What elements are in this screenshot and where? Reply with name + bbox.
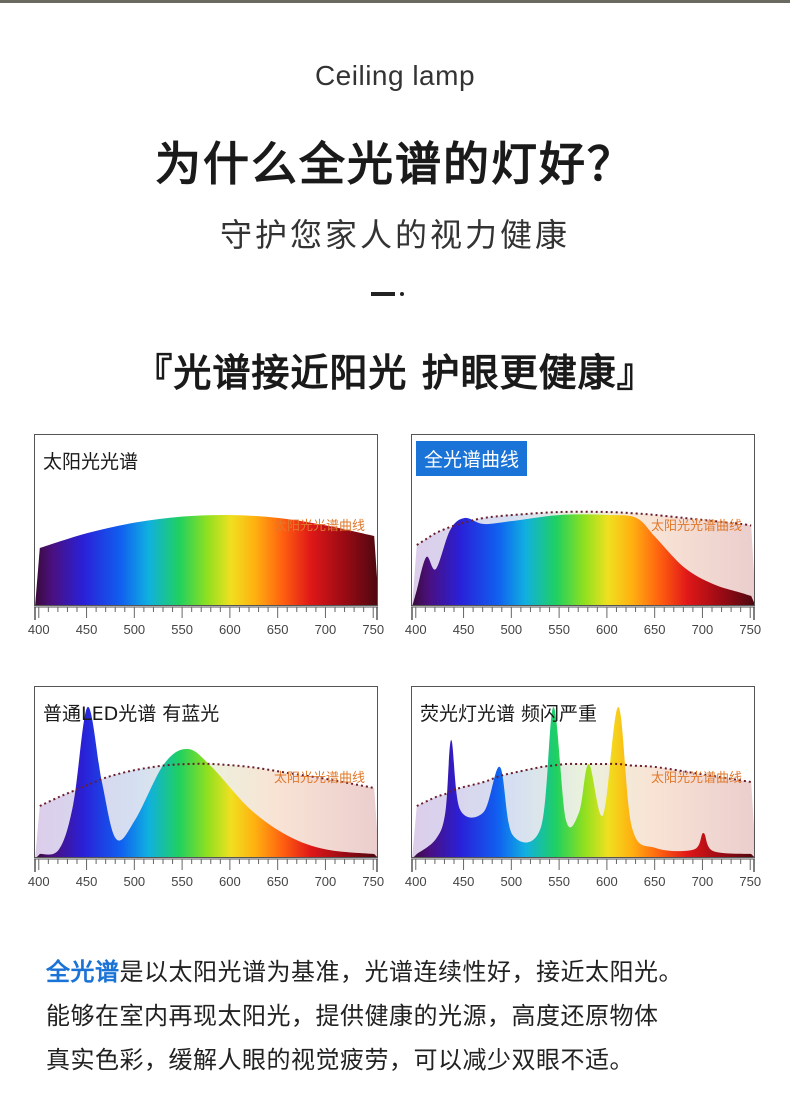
eyebrow-text: Ceiling lamp — [314, 60, 476, 91]
tick-label: 550 — [548, 622, 570, 637]
tick-label: 500 — [500, 874, 523, 889]
tick-label: 500 — [123, 622, 146, 637]
tick-label: 450 — [452, 622, 475, 637]
spectrum-panel-fluorescent: 荧光灯光谱 频闪严重 太阳光光谱曲线 — [411, 686, 755, 858]
description-line-3: 真实色彩，缓解人眼的视觉疲劳，可以减少双眼不适。 — [46, 1046, 634, 1074]
spectrum-area — [412, 514, 754, 605]
tick-label: 650 — [266, 874, 289, 889]
tick-label: 450 — [75, 874, 98, 889]
decorative-dash — [371, 292, 395, 296]
tick-label: 550 — [171, 622, 193, 637]
panel-title: 普通LED光谱 有蓝光 — [43, 703, 220, 725]
tick-label: 700 — [691, 874, 714, 889]
decorative-dot — [400, 292, 404, 296]
description-line-1-rest: 是以太阳光谱为基准，光谱连续性好，接近太阳光。 — [119, 958, 683, 986]
description-paragraph: 全光谱是以太阳光谱为基准，光谱连续性好，接近太阳光。 能够在室内再现太阳光，提供… — [46, 950, 766, 1082]
spectrum-area — [413, 706, 754, 857]
tick-label: 600 — [596, 622, 618, 637]
tick-label: 750 — [739, 874, 762, 889]
page-subtitle: 守护您家人的视力健康 — [219, 216, 570, 254]
tick-label: 600 — [219, 622, 241, 637]
section-headline: 『光谱接近阳光 护眼更健康』 — [134, 351, 656, 395]
description-line-2: 能够在室内再现太阳光，提供健康的光源，高度还原物体 — [46, 1002, 659, 1030]
tick-label: 500 — [500, 622, 523, 637]
tick-label: 450 — [75, 622, 98, 637]
tick-label: 650 — [643, 874, 666, 889]
panel-title-badge: 全光谱曲线 — [416, 441, 528, 476]
axis-ticks — [34, 858, 378, 872]
x-axis-full: 400 450 500 550 600 650 700 750 — [405, 606, 761, 640]
axis-ticks — [411, 858, 755, 872]
tick-label: 450 — [452, 874, 475, 889]
spectrum-area — [35, 514, 377, 605]
tick-label: 550 — [171, 874, 193, 889]
tick-label: 400 — [404, 622, 427, 637]
tick-label: 650 — [643, 622, 666, 637]
tick-label: 700 — [691, 622, 714, 637]
tick-label: 750 — [739, 622, 762, 637]
panel-title: 太阳光光谱 — [43, 451, 139, 473]
tick-label: 400 — [27, 874, 50, 889]
curve-legend-label: 太阳光光谱曲线 — [650, 519, 742, 534]
tick-label: 500 — [123, 874, 146, 889]
top-divider-line — [0, 0, 790, 3]
tick-label: 750 — [362, 622, 385, 637]
spectrum-panel-full: 全光谱曲线 太阳光光谱曲线 — [411, 434, 755, 606]
description-line-1: 全光谱是以太阳光谱为基准，光谱连续性好，接近太阳光。 — [46, 950, 766, 994]
x-axis-fluorescent: 400 450 500 550 600 650 700 750 — [405, 858, 761, 892]
spectrum-plot-full — [412, 510, 754, 605]
page-title: 为什么全光谱的灯好？ — [155, 137, 635, 191]
tick-label: 700 — [314, 874, 337, 889]
axis-ticks — [411, 606, 755, 620]
tick-label: 600 — [596, 874, 618, 889]
curve-legend-label: 太阳光光谱曲线 — [650, 771, 742, 786]
tick-label: 750 — [362, 874, 385, 889]
spectrum-plot-fluorescent — [412, 706, 754, 857]
spectrum-area — [36, 706, 377, 857]
reference-curve-line — [416, 762, 752, 807]
tick-label: 700 — [314, 622, 337, 637]
tick-label: 550 — [548, 874, 570, 889]
x-axis-sun: 400 450 500 550 600 650 700 750 — [28, 606, 384, 640]
tick-label: 600 — [219, 874, 241, 889]
spectrum-plot-led — [35, 706, 377, 857]
panel-title: 荧光灯光谱 频闪严重 — [420, 703, 598, 725]
axis-ticks — [34, 606, 378, 620]
x-axis-led: 400 450 500 550 600 650 700 750 — [28, 858, 384, 892]
curve-legend-label: 太阳光光谱曲线 — [273, 519, 365, 534]
spectrum-plot-sun — [35, 514, 377, 605]
highlight-term: 全光谱 — [46, 958, 120, 986]
tick-label: 400 — [27, 622, 50, 637]
reference-curve-line — [416, 510, 752, 546]
curve-legend-label: 太阳光光谱曲线 — [273, 771, 365, 786]
spectrum-panel-sun: 太阳光光谱 太阳光光谱曲线 — [34, 434, 378, 606]
tick-label: 650 — [266, 622, 289, 637]
spectrum-panel-led: 普通LED光谱 有蓝光 太阳光光谱曲线 — [34, 686, 378, 858]
reference-curve-line — [39, 762, 375, 807]
tick-label: 400 — [404, 874, 427, 889]
